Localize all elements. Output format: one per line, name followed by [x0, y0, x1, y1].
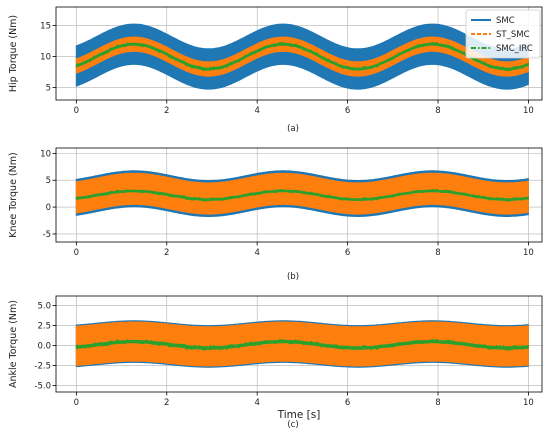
x-tick-label: 6 — [345, 106, 350, 116]
y-tick-label: 5.0 — [37, 302, 51, 312]
axes-frame — [55, 295, 543, 393]
x-tick-label: 0 — [74, 106, 79, 116]
series-group — [75, 170, 529, 217]
series-smc-irc-line — [75, 188, 529, 202]
axes-frame — [55, 6, 543, 101]
y-tick-label: 15 — [40, 22, 51, 32]
y-tick-label: 2.5 — [37, 322, 51, 332]
y-tick-label: -2.5 — [34, 362, 51, 372]
y-tick-label: 5 — [46, 176, 51, 186]
x-tick-label: 2 — [164, 398, 169, 408]
panel-2: 0 2 4 6 8 10 -5 0 5 10 Knee Torque (Nm) (b) — [8, 147, 543, 282]
y-axis-label: Knee Torque (Nm) — [8, 152, 19, 237]
x-tick-label: 6 — [345, 248, 350, 258]
x-tick-label: 6 — [345, 398, 350, 408]
series-st-smc-band — [75, 172, 529, 215]
panel-caption: (a) — [287, 124, 299, 134]
x-tick-label: 8 — [435, 248, 440, 258]
series-smc-irc-line — [75, 41, 529, 72]
x-tick-label: 2 — [164, 106, 169, 116]
x-tick-label: 4 — [254, 248, 259, 258]
panel-caption: (c) — [287, 420, 298, 430]
y-axis-label: Hip Torque (Nm) — [8, 15, 19, 92]
legend-entry: ST_SMC — [496, 30, 530, 40]
y-tick-label: 10 — [40, 53, 51, 63]
series-group — [75, 320, 529, 368]
legend-box — [465, 9, 541, 59]
series-smc-irc-line — [75, 338, 529, 351]
legend-entry: SMC — [496, 16, 515, 26]
x-tick-label: 2 — [164, 248, 169, 258]
x-tick-label: 10 — [523, 106, 534, 116]
y-tick-label: 0 — [46, 203, 51, 213]
x-tick-label: 8 — [435, 106, 440, 116]
x-tick-label: 0 — [74, 248, 79, 258]
y-tick-label: -5.0 — [34, 382, 51, 392]
x-tick-label: 10 — [523, 248, 534, 258]
axes-frame — [55, 147, 543, 243]
y-axis-label: Ankle Torque (Nm) — [8, 300, 19, 388]
x-tick-label: 10 — [523, 398, 534, 408]
x-axis-label: Time [s] — [277, 409, 321, 421]
y-tick-label: 10 — [40, 149, 51, 159]
series-group — [75, 23, 529, 90]
x-tick-label: 8 — [435, 398, 440, 408]
legend: SMC ST_SMC SMC_IRC — [465, 9, 541, 59]
panel-3: 0 2 4 6 8 10 -5.0 -2.5 0.0 2.5 5.0 Ankle Torque (Nm… — [8, 295, 543, 430]
y-tick-label: 0.0 — [37, 342, 51, 352]
legend-entry: SMC_IRC — [496, 44, 533, 54]
x-tick-label: 0 — [74, 398, 79, 408]
y-tick-label: 5 — [46, 84, 51, 94]
panel-caption: (b) — [287, 272, 299, 282]
x-tick-label: 4 — [254, 398, 259, 408]
y-tick-label: -5 — [43, 230, 51, 240]
x-tick-label: 4 — [254, 106, 259, 116]
